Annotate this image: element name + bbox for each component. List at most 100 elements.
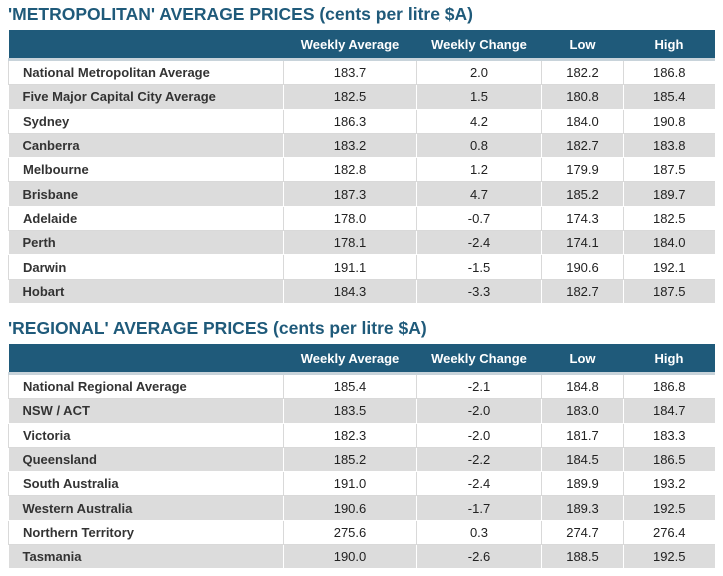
cell-low: 190.6 bbox=[541, 254, 624, 280]
cell-weekly-change: -2.6 bbox=[416, 544, 542, 570]
table-row: Tasmania 190.0 -2.6 188.5 192.5 bbox=[8, 544, 715, 570]
cell-weekly-change: 1.2 bbox=[416, 157, 542, 183]
cell-weekly-average: 275.6 bbox=[283, 520, 417, 546]
cell-weekly-average: 191.1 bbox=[283, 254, 417, 280]
cell-weekly-average: 182.5 bbox=[283, 84, 417, 110]
cell-low: 174.3 bbox=[541, 206, 624, 232]
cell-weekly-change: 4.7 bbox=[416, 181, 542, 207]
cell-high: 190.8 bbox=[623, 109, 715, 134]
cell-weekly-average: 187.3 bbox=[283, 181, 417, 207]
cell-weekly-change: -2.0 bbox=[416, 398, 542, 424]
table-row: Canberra 183.2 0.8 182.7 183.8 bbox=[8, 133, 715, 159]
column-header-high: High bbox=[623, 30, 715, 61]
cell-weekly-average: 183.5 bbox=[283, 398, 417, 424]
cell-location: Western Australia bbox=[8, 495, 284, 521]
cell-high: 185.4 bbox=[623, 84, 715, 110]
cell-low: 182.2 bbox=[541, 59, 624, 86]
cell-weekly-average: 185.4 bbox=[283, 373, 417, 400]
table-row: Sydney 186.3 4.2 184.0 190.8 bbox=[8, 109, 715, 134]
column-header-location bbox=[8, 344, 284, 375]
cell-weekly-change: 2.0 bbox=[416, 59, 542, 86]
header-row: Weekly Average Weekly Change Low High bbox=[8, 30, 715, 61]
table-row: Perth 178.1 -2.4 174.1 184.0 bbox=[8, 230, 715, 256]
column-header-weekly-change: Weekly Change bbox=[416, 30, 542, 61]
cell-weekly-change: -1.7 bbox=[416, 495, 542, 521]
metropolitan-title: 'METROPOLITAN' AVERAGE PRICES (cents per… bbox=[8, 4, 474, 24]
cell-low: 182.7 bbox=[541, 279, 624, 304]
cell-location: Perth bbox=[8, 230, 284, 256]
cell-location: National Metropolitan Average bbox=[8, 59, 284, 86]
cell-location: Five Major Capital City Average bbox=[8, 84, 284, 110]
cell-weekly-average: 182.3 bbox=[283, 423, 417, 448]
cell-high: 187.5 bbox=[623, 157, 715, 183]
table-row: National Regional Average 185.4 -2.1 184.8 1… bbox=[8, 373, 715, 400]
cell-low: 188.5 bbox=[541, 544, 624, 570]
cell-low: 179.9 bbox=[541, 157, 624, 183]
cell-location: Brisbane bbox=[8, 181, 284, 207]
cell-weekly-average: 182.8 bbox=[283, 157, 417, 183]
cell-weekly-average: 191.0 bbox=[283, 471, 417, 497]
cell-weekly-change: -1.5 bbox=[416, 254, 542, 280]
cell-location: Northern Territory bbox=[8, 520, 284, 546]
table-row: Queensland 185.2 -2.2 184.5 186.5 bbox=[8, 447, 715, 473]
cell-location: Sydney bbox=[8, 109, 284, 134]
cell-weekly-average: 190.6 bbox=[283, 495, 417, 521]
table-row: Darwin 191.1 -1.5 190.6 192.1 bbox=[8, 254, 715, 280]
table-row: Western Australia 190.6 -1.7 189.3 192.5 bbox=[8, 495, 715, 521]
column-header-weekly-change: Weekly Change bbox=[416, 344, 542, 375]
cell-weekly-average: 185.2 bbox=[283, 447, 417, 473]
cell-high: 186.8 bbox=[623, 59, 715, 86]
cell-high: 184.0 bbox=[623, 230, 715, 256]
column-header-low: Low bbox=[541, 30, 624, 61]
cell-high: 186.5 bbox=[623, 447, 715, 473]
regional-prices-table: Weekly Average Weekly Change Low High Natio… bbox=[8, 344, 715, 570]
table-row: Melbourne 182.8 1.2 179.9 187.5 bbox=[8, 157, 715, 183]
table-row: Victoria 182.3 -2.0 181.7 183.3 bbox=[8, 423, 715, 448]
table-row: Five Major Capital City Average 182.5 1.5 1… bbox=[8, 84, 715, 110]
table-row: South Australia 191.0 -2.4 189.9 193.2 bbox=[8, 471, 715, 497]
regional-title: 'REGIONAL' AVERAGE PRICES (cents per lit… bbox=[8, 318, 427, 338]
cell-high: 183.3 bbox=[623, 423, 715, 448]
cell-weekly-average: 178.1 bbox=[283, 230, 417, 256]
column-header-weekly-average: Weekly Average bbox=[283, 30, 417, 61]
cell-location: Adelaide bbox=[8, 206, 284, 232]
cell-location: Canberra bbox=[8, 133, 284, 159]
column-header-location bbox=[8, 30, 284, 61]
cell-low: 181.7 bbox=[541, 423, 624, 448]
column-header-weekly-average: Weekly Average bbox=[283, 344, 417, 375]
cell-weekly-change: -2.0 bbox=[416, 423, 542, 448]
cell-weekly-change: -3.3 bbox=[416, 279, 542, 304]
cell-high: 193.2 bbox=[623, 471, 715, 497]
table-row: Hobart 184.3 -3.3 182.7 187.5 bbox=[8, 279, 715, 304]
cell-weekly-average: 178.0 bbox=[283, 206, 417, 232]
cell-low: 185.2 bbox=[541, 181, 624, 207]
cell-high: 184.7 bbox=[623, 398, 715, 424]
table-row: Adelaide 178.0 -0.7 174.3 182.5 bbox=[8, 206, 715, 232]
table-row: National Metropolitan Average 183.7 2.0 182… bbox=[8, 59, 715, 86]
cell-weekly-change: 4.2 bbox=[416, 109, 542, 134]
cell-low: 182.7 bbox=[541, 133, 624, 159]
cell-weekly-average: 190.0 bbox=[283, 544, 417, 570]
cell-location: South Australia bbox=[8, 471, 284, 497]
cell-location: NSW / ACT bbox=[8, 398, 284, 424]
cell-high: 276.4 bbox=[623, 520, 715, 546]
cell-weekly-average: 183.2 bbox=[283, 133, 417, 159]
cell-weekly-change: -0.7 bbox=[416, 206, 542, 232]
cell-weekly-change: 0.3 bbox=[416, 520, 542, 546]
cell-high: 192.5 bbox=[623, 544, 715, 570]
cell-weekly-average: 186.3 bbox=[283, 109, 417, 134]
cell-weekly-average: 184.3 bbox=[283, 279, 417, 304]
cell-location: Victoria bbox=[8, 423, 284, 448]
cell-high: 182.5 bbox=[623, 206, 715, 232]
table-row: Brisbane 187.3 4.7 185.2 189.7 bbox=[8, 181, 715, 207]
cell-weekly-change: -2.4 bbox=[416, 230, 542, 256]
cell-location: Queensland bbox=[8, 447, 284, 473]
cell-high: 192.5 bbox=[623, 495, 715, 521]
cell-weekly-average: 183.7 bbox=[283, 59, 417, 86]
cell-low: 189.3 bbox=[541, 495, 624, 521]
table-row: Northern Territory 275.6 0.3 274.7 276.4 bbox=[8, 520, 715, 546]
cell-low: 180.8 bbox=[541, 84, 624, 110]
cell-location: Melbourne bbox=[8, 157, 284, 183]
cell-high: 186.8 bbox=[623, 373, 715, 400]
cell-low: 274.7 bbox=[541, 520, 624, 546]
